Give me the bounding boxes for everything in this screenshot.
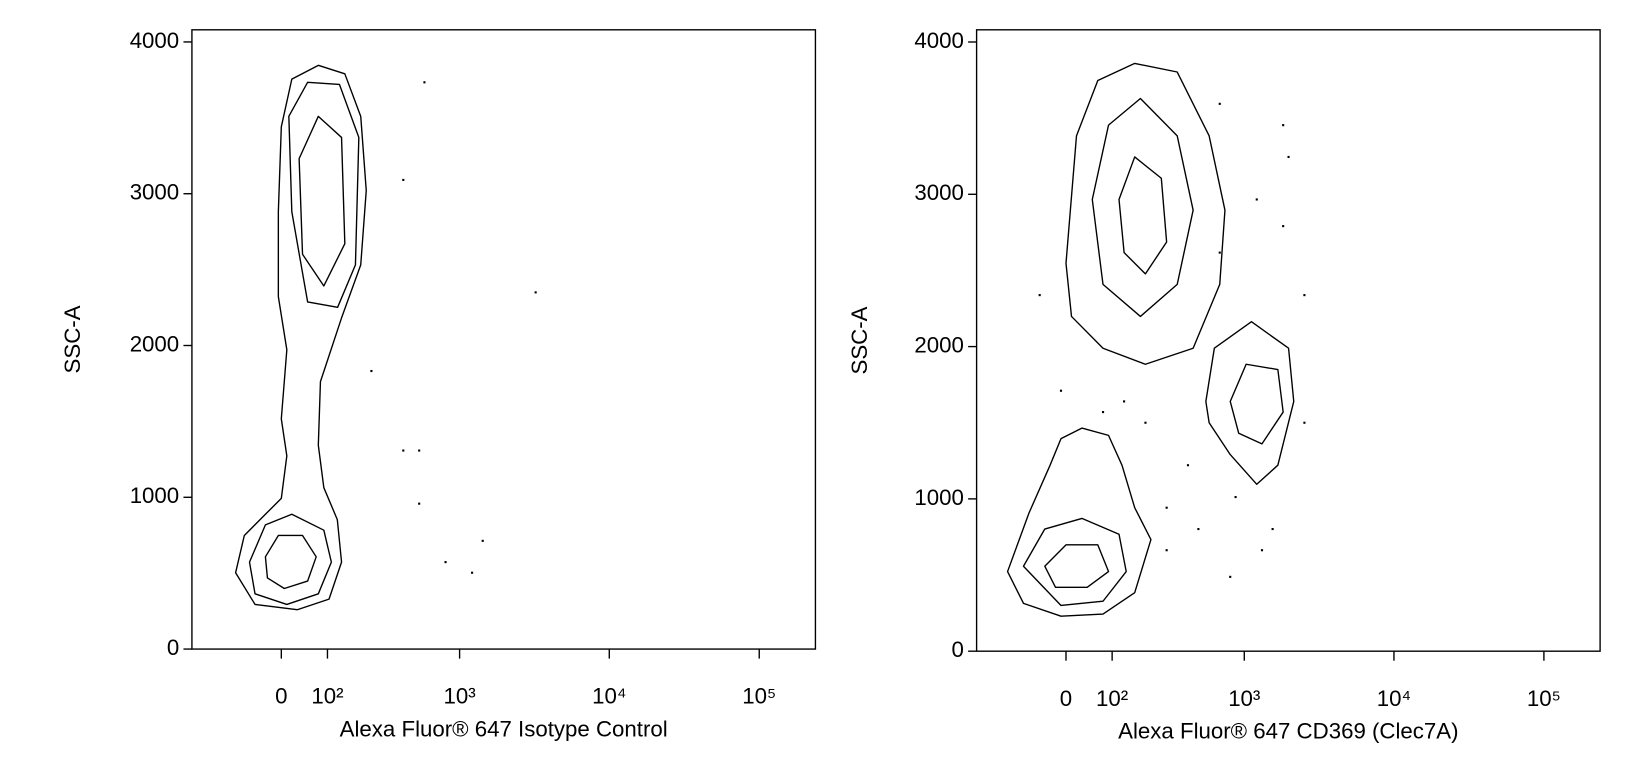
contour-line <box>1006 427 1152 617</box>
x-axis-label: Alexa Fluor® 647 Isotype Control <box>340 717 668 742</box>
x-tick-label: 10³ <box>1228 686 1260 711</box>
event-dot <box>1101 411 1105 414</box>
contour-line <box>298 115 346 287</box>
contour-line <box>1044 544 1110 589</box>
event-dot <box>1282 124 1285 127</box>
event-dot <box>481 539 484 542</box>
y-axis-label: SSC-A <box>60 305 85 373</box>
y-tick-label: 4000 <box>130 28 180 53</box>
y-tick-label: 3000 <box>914 180 964 205</box>
y-tick-label: 2000 <box>130 331 180 356</box>
event-dot <box>418 502 421 505</box>
event-dot <box>1186 464 1190 467</box>
event-dot <box>1234 495 1237 499</box>
plot-panel: 0 1000 2000 3000 4000 0 10² 10³ 10⁴ 10⁵ Alexa Fluo… <box>60 28 817 742</box>
contour-line <box>1205 321 1295 485</box>
event-dot <box>1303 421 1306 424</box>
event-dot <box>418 449 421 452</box>
event-dot <box>534 291 537 294</box>
event-dot <box>1165 506 1168 509</box>
event-dot <box>1282 225 1285 228</box>
event-dot <box>1059 389 1063 392</box>
y-tick-label: 3000 <box>130 180 180 205</box>
y-tick-label: 4000 <box>914 28 964 53</box>
contour-line <box>1065 62 1226 365</box>
event-dot <box>423 81 426 84</box>
x-tick-label: 10³ <box>444 684 476 709</box>
contour-line <box>248 513 333 606</box>
x-tick-label: 0 <box>275 684 287 709</box>
event-dot <box>1260 549 1264 552</box>
event-dot <box>1218 102 1221 105</box>
event-dot <box>1038 294 1041 297</box>
event-dot <box>1197 527 1200 531</box>
y-tick-label: 1000 <box>914 485 964 510</box>
event-dot <box>1271 527 1274 531</box>
plot-panel: 0 1000 2000 3000 4000 0 10² 10³ 10⁴ 10⁵ Alexa Fluo… <box>847 28 1601 744</box>
event-dot <box>1218 251 1221 254</box>
x-tick-label: 10² <box>1096 686 1128 711</box>
y-axis-label: SSC-A <box>847 306 872 374</box>
y-tick-label: 2000 <box>914 332 964 357</box>
x-tick-label: 10⁴ <box>1377 686 1411 711</box>
event-dot <box>402 178 405 181</box>
contour-line <box>234 64 367 611</box>
x-tick-label: 10⁵ <box>742 684 776 709</box>
event-dot <box>1303 294 1306 297</box>
event-dot <box>1255 198 1258 201</box>
event-dot <box>402 449 405 452</box>
event-dot <box>471 571 474 574</box>
y-tick-label: 0 <box>952 637 964 662</box>
event-dot <box>1144 421 1147 424</box>
x-tick-label: 10⁵ <box>1527 686 1561 711</box>
event-dot <box>1123 400 1126 403</box>
x-tick-label: 0 <box>1060 686 1072 711</box>
event-dot <box>1287 155 1290 159</box>
contour-line <box>1118 156 1168 275</box>
x-tick-label: 10⁴ <box>592 684 626 709</box>
event-dot <box>444 561 447 564</box>
y-tick-label: 1000 <box>130 483 180 508</box>
x-tick-label: 10² <box>311 684 343 709</box>
contour-line <box>1091 97 1194 318</box>
event-dot <box>1229 575 1232 578</box>
plot-frame <box>191 29 817 650</box>
x-axis-label: Alexa Fluor® 647 CD369 (Clec7A) <box>1118 719 1458 744</box>
contour-line <box>288 81 360 308</box>
plot-frame <box>975 29 1601 652</box>
contour-line <box>264 534 317 590</box>
contour-line <box>1022 517 1127 607</box>
event-dot <box>370 369 373 373</box>
event-dot <box>1165 549 1168 552</box>
y-tick-label: 0 <box>167 635 179 660</box>
contour-line <box>1229 363 1284 445</box>
